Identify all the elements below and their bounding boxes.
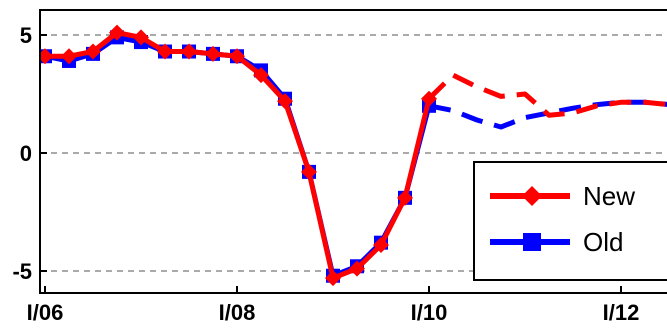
x-tick-label: I/12 (603, 300, 640, 325)
point-new (85, 43, 101, 60)
point-new (277, 93, 293, 110)
legend-marker (522, 186, 542, 206)
series-old-line (44, 34, 432, 279)
legend-item-old: Old (490, 227, 623, 257)
point-new (61, 48, 77, 65)
legend-label: Old (583, 227, 623, 257)
x-axis-ticks: I/06 I/08 I/10 I/12 (27, 286, 640, 325)
point-new (181, 43, 197, 60)
legend: New Old (473, 161, 667, 281)
point-new (40, 48, 53, 65)
y-tick-label: -5 (12, 259, 32, 284)
point-new (205, 45, 221, 62)
series-layer (40, 24, 667, 287)
legend-label: New (583, 181, 635, 211)
y-tick-label: 5 (20, 23, 32, 48)
legend-item-new: New (490, 181, 635, 211)
y-axis-ticks: 5 0 -5 (12, 23, 47, 284)
x-tick-label: I/06 (27, 300, 64, 325)
legend-marker (523, 233, 541, 251)
y-tick-label: 0 (20, 141, 32, 166)
point-new (421, 90, 437, 107)
point-new (253, 67, 269, 84)
series-new (40, 24, 667, 287)
x-tick-label: I/10 (411, 300, 448, 325)
point-new (325, 270, 341, 287)
point-new (157, 43, 173, 60)
point-new (109, 24, 125, 41)
series-new-line (45, 30, 432, 281)
point-new (373, 237, 389, 254)
point-new (301, 163, 317, 180)
point-new (397, 189, 413, 206)
plot-frame (39, 9, 667, 294)
point-new (133, 29, 149, 46)
series-new-forecast-line (427, 72, 667, 118)
point-new (229, 48, 245, 65)
legend-box (473, 161, 667, 281)
point-new (349, 260, 365, 277)
x-tick-label: I/08 (219, 300, 256, 325)
